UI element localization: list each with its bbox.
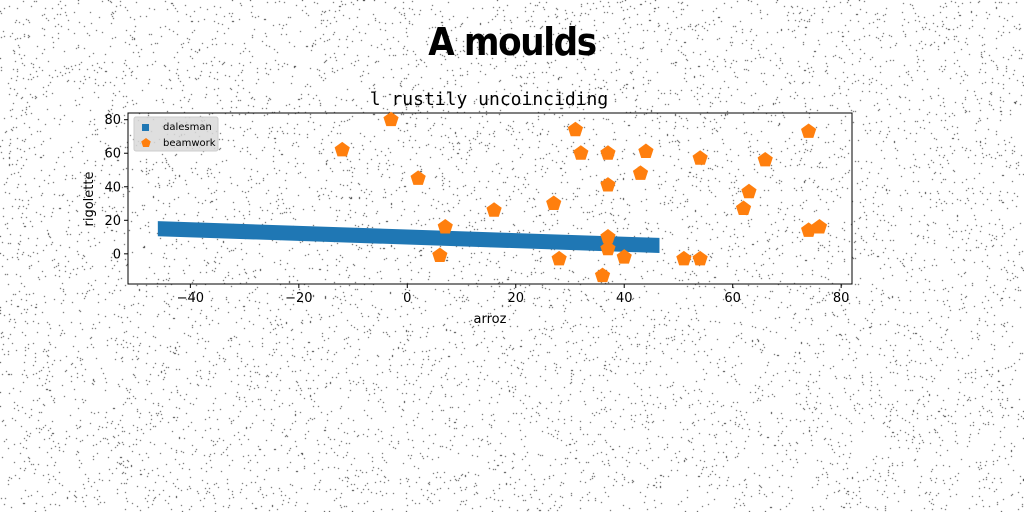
beamwork-point: [692, 250, 708, 266]
beamwork-point: [432, 247, 448, 262]
beamwork-point: [600, 240, 616, 256]
plot-area: [127, 112, 853, 285]
beamwork-series: [334, 111, 828, 283]
beamwork-point: [600, 229, 616, 244]
beamwork-point: [801, 123, 817, 138]
y-tick-label: 0: [113, 247, 121, 262]
beamwork-point: [600, 177, 616, 192]
y-tick-label: 20: [104, 214, 121, 229]
chart-title: A moulds: [428, 20, 597, 64]
x-axis-label: arroz: [474, 312, 507, 327]
beamwork-point: [616, 249, 632, 264]
x-tick-label: 0: [403, 291, 411, 306]
beamwork-point: [811, 219, 828, 234]
beamwork-point: [735, 200, 752, 216]
chart-subtitle: l rustily uncoinciding: [370, 89, 608, 110]
beamwork-point: [551, 250, 567, 266]
beamwork-point: [638, 143, 654, 159]
legend-box: [133, 116, 219, 152]
x-tick-label: −20: [285, 291, 312, 306]
beamwork-point: [741, 183, 757, 199]
beamwork-point: [692, 150, 708, 165]
beamwork-point: [546, 195, 562, 210]
legend-label-beamwork: beamwork: [163, 138, 216, 149]
beamwork-point: [567, 121, 584, 137]
dalesman-series: [157, 221, 660, 253]
beamwork-point: [676, 250, 692, 266]
beamwork-point: [486, 202, 502, 217]
beamwork-point: [437, 219, 453, 234]
beamwork-point: [573, 145, 589, 160]
beamwork-point: [334, 141, 350, 157]
y-tick-label: 60: [104, 147, 121, 162]
x-tick-label: 40: [616, 291, 633, 306]
x-tick-label: 20: [507, 291, 524, 306]
beamwork-point: [410, 170, 426, 185]
legend-label-dalesman: dalesman: [163, 122, 212, 133]
x-tick-label: 60: [724, 291, 741, 306]
legend-marker-dalesman: [142, 124, 149, 131]
beamwork-point: [594, 267, 611, 283]
beamwork-point: [632, 165, 649, 180]
x-axis: −40 −20 0 20 40 60 80: [177, 284, 850, 306]
x-tick-label: −40: [177, 291, 204, 306]
legend-marker-beamwork: [141, 138, 151, 148]
legend: dalesman beamwork: [133, 116, 219, 152]
beamwork-point: [757, 151, 773, 167]
y-axis: 0 20 40 60 80: [104, 113, 128, 262]
x-tick-label: 80: [833, 291, 850, 306]
y-tick-label: 80: [104, 113, 121, 128]
dalesman-band: [157, 221, 660, 253]
y-axis-label: rigolette: [82, 172, 97, 227]
beamwork-point: [383, 111, 399, 127]
y-tick-label: 40: [104, 180, 121, 195]
beamwork-point: [600, 145, 616, 160]
